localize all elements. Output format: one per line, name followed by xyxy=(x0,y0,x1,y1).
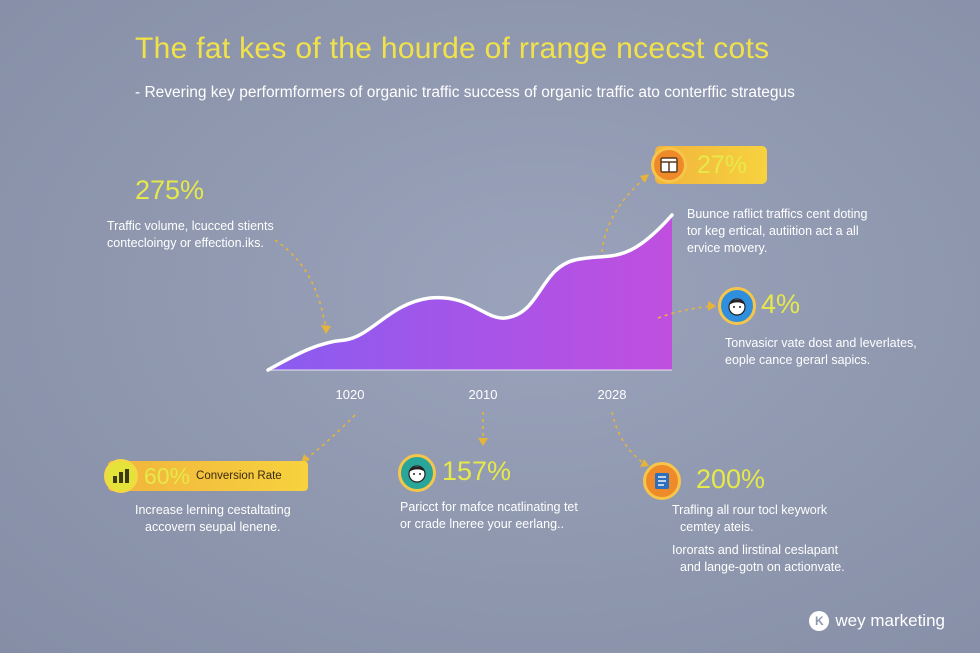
description-line: Traffic volume, lcucced stients xyxy=(107,219,274,233)
connector-mid-right xyxy=(657,305,713,319)
browser-window-icon xyxy=(651,147,687,183)
person-face-glyph xyxy=(408,465,426,483)
connector-bottom-right xyxy=(611,411,646,465)
description-line: eople cance gerarl sapics. xyxy=(725,353,871,367)
conversion-rate-label: Conversion Rate xyxy=(196,470,282,482)
x-tick-label: 2028 xyxy=(598,387,627,402)
arrowhead-mid-right xyxy=(708,301,716,311)
arrowhead-bottom-left xyxy=(301,454,310,463)
page-title: The fat kes of the hourde of rrange ncec… xyxy=(135,32,770,65)
document-glyph xyxy=(655,473,669,489)
connector-bottom-left xyxy=(304,414,356,461)
document-icon xyxy=(643,462,681,500)
description-line: Tonvasicr vate dost and leverlates, xyxy=(725,336,917,350)
chart-area-fill xyxy=(268,215,672,370)
engagement-description: Paricct for mafce ncatlinating tet or cr… xyxy=(400,499,578,533)
stat-keyword-growth: 200% xyxy=(696,464,766,494)
person-face-icon xyxy=(718,287,756,325)
description-line: Iororats and lirstinal ceslapant xyxy=(672,543,839,557)
stat-engagement: 157% xyxy=(442,456,512,486)
page-subtitle: - Revering key performformers of organic… xyxy=(135,84,795,101)
connector-arrowheads xyxy=(301,174,716,467)
bounce-rate-value: 27% xyxy=(697,150,748,179)
person-face-glyph xyxy=(728,298,746,316)
x-tick-label: 1020 xyxy=(336,387,365,402)
bar-chart-glyph xyxy=(113,469,129,483)
description-line: contecloingy or effection.iks. xyxy=(107,236,264,250)
bounce-rate-description: Buunce raflict traffics cent doting tor … xyxy=(687,206,867,257)
x-tick-label: 2010 xyxy=(469,387,498,402)
stat-conversion-cost: 4% xyxy=(761,289,801,319)
brand-mark-icon: K xyxy=(809,611,830,631)
stat-traffic-volume: 275% xyxy=(135,175,205,205)
traffic-volume-description: Traffic volume, lcucced stients conteclo… xyxy=(107,218,274,252)
description-line: and lange-gotn on actionvate. xyxy=(680,560,845,574)
description-line: Buunce raflict traffics cent doting xyxy=(687,207,868,221)
chart-trend-line xyxy=(266,213,674,372)
bar-chart-icon xyxy=(104,459,138,493)
arrowhead-bottom-right xyxy=(640,459,649,467)
description-line: accovern seupal lenene. xyxy=(145,520,281,534)
conversion-rate-description: Increase lerning cestaltating accovern s… xyxy=(135,502,291,536)
description-line: cemtey ateis. xyxy=(680,520,754,534)
person-face-icon xyxy=(398,454,436,492)
description-line: Trafling all rour tocl keywork xyxy=(672,503,828,517)
connector-left-stat xyxy=(274,239,327,331)
arrowhead-bottom-center xyxy=(478,438,488,446)
description-line: or crade lneree your eerlang.. xyxy=(400,517,564,531)
description-line: Paricct for mafce ncatlinating tet xyxy=(400,500,578,514)
arrowhead-left xyxy=(321,325,331,334)
conversion-cost-description: Tonvasicr vate dost and leverlates, eopl… xyxy=(725,335,917,369)
keyword-growth-description: Trafling all rour tocl keywork cemtey at… xyxy=(672,502,845,576)
description-line: tor keg ertical, autiition act a all xyxy=(687,224,859,238)
bounce-rate-badge: 27% xyxy=(651,146,767,184)
brand-logo: K wey marketing xyxy=(809,611,945,631)
dotted-connectors xyxy=(274,177,713,465)
browser-window-glyph xyxy=(660,157,678,173)
description-line: ervice movery. xyxy=(687,241,768,255)
brand-name: wey marketing xyxy=(835,611,945,630)
description-line: Increase lerning cestaltating xyxy=(135,503,291,517)
connector-top-right xyxy=(601,177,646,253)
arrowhead-top-right xyxy=(640,174,649,183)
conversion-rate-badge: 60% Conversion Rate xyxy=(104,459,308,493)
conversion-rate-value: 60% xyxy=(144,462,191,489)
